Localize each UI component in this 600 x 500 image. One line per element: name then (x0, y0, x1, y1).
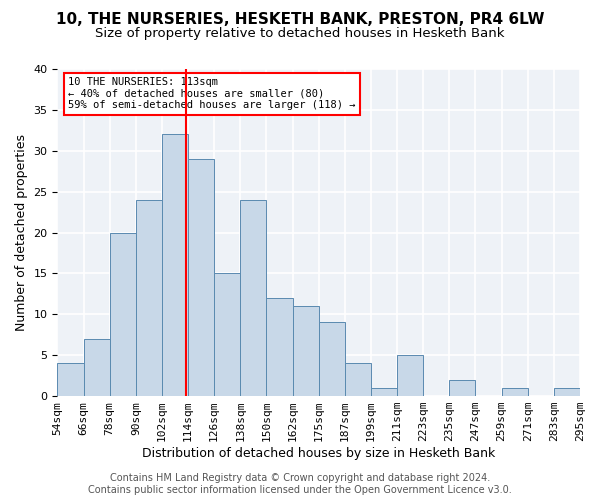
Bar (266, 298, 293, 396)
Text: Contains HM Land Registry data © Crown copyright and database right 2024.
Contai: Contains HM Land Registry data © Crown c… (88, 474, 512, 495)
Text: 10 THE NURSERIES: 113sqm
← 40% of detached houses are smaller (80)
59% of semi-d: 10 THE NURSERIES: 113sqm ← 40% of detach… (68, 77, 355, 110)
Bar (83, 339, 110, 396)
X-axis label: Distribution of detached houses by size in Hesketh Bank: Distribution of detached houses by size … (142, 447, 496, 460)
Bar (188, 159, 214, 396)
Text: Size of property relative to detached houses in Hesketh Bank: Size of property relative to detached ho… (95, 28, 505, 40)
Bar (319, 322, 345, 396)
Bar (162, 134, 188, 396)
Bar (554, 388, 580, 396)
Bar (397, 355, 423, 396)
Bar (293, 306, 319, 396)
Bar (449, 380, 475, 396)
Bar (214, 274, 241, 396)
Bar (371, 388, 397, 396)
Bar (58, 364, 83, 396)
Text: 10, THE NURSERIES, HESKETH BANK, PRESTON, PR4 6LW: 10, THE NURSERIES, HESKETH BANK, PRESTON… (56, 12, 544, 28)
Bar (110, 232, 136, 396)
Bar (345, 364, 371, 396)
Y-axis label: Number of detached properties: Number of detached properties (15, 134, 28, 331)
Bar (241, 200, 266, 396)
Bar (136, 200, 162, 396)
Bar (502, 388, 528, 396)
